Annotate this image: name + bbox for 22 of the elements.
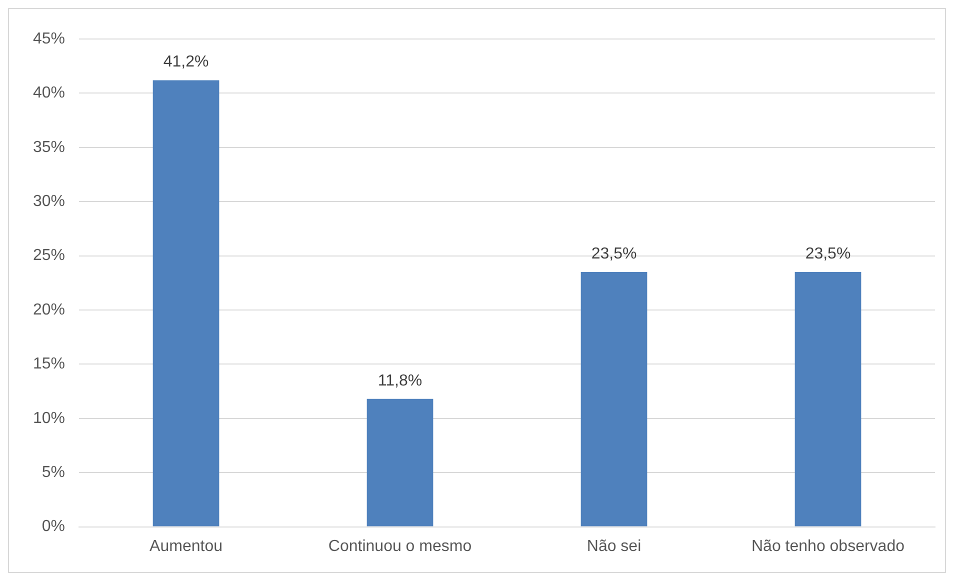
y-tick-label: 0% <box>42 518 66 536</box>
y-tick-label: 35% <box>32 138 66 156</box>
y-tick-label: 5% <box>42 464 66 482</box>
x-tick-label: Continuou o mesmo <box>328 538 472 555</box>
bar <box>366 398 434 526</box>
data-label: 41,2% <box>163 54 209 71</box>
y-tick-label: 40% <box>32 84 66 102</box>
y-tick-label: 15% <box>32 356 66 373</box>
y-tick-label: 30% <box>32 193 66 210</box>
x-tick-label: Não tenho observado <box>752 538 905 555</box>
y-tick-label: 20% <box>32 301 66 318</box>
y-tick-label: 25% <box>32 247 66 264</box>
data-label: 23,5% <box>591 245 637 262</box>
bar <box>580 272 648 526</box>
bar <box>152 80 220 526</box>
bar <box>794 272 862 526</box>
y-tick-label: 10% <box>32 410 66 427</box>
data-label: 23,5% <box>805 245 851 262</box>
y-tick-label: 45% <box>32 30 66 48</box>
x-tick-label: Aumentou <box>150 538 222 555</box>
x-tick-label: Não sei <box>586 538 642 555</box>
data-label: 11,8% <box>378 372 422 390</box>
